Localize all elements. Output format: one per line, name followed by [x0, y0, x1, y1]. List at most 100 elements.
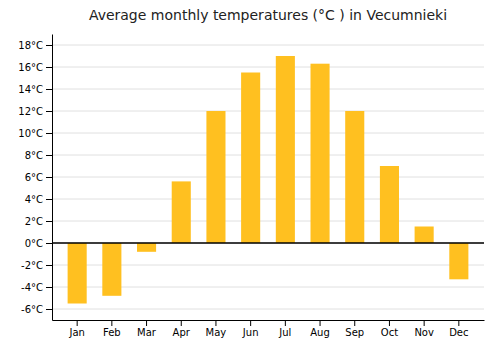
- y-tick-label: 8°C: [25, 150, 43, 161]
- title: Average monthly temperatures (°C ) in Ve…: [89, 7, 447, 23]
- y-tick-mark: [46, 221, 52, 222]
- bar: [345, 111, 364, 243]
- y-tick: 18°C: [18, 40, 52, 51]
- y-tick-mark: [46, 199, 52, 200]
- y-tick-mark: [46, 45, 52, 46]
- y-tick-mark: [46, 243, 52, 244]
- x-tick-label: Nov: [414, 327, 434, 338]
- y-tick-mark: [46, 111, 52, 112]
- x-tick: Aug: [310, 320, 330, 338]
- x-tick: Sep: [345, 320, 364, 338]
- y-tick: 10°C: [18, 128, 52, 139]
- grid-line: [52, 133, 484, 134]
- y-tick: -2°C: [21, 260, 52, 271]
- x-tick-label: Aug: [310, 327, 330, 338]
- y-tick-mark: [46, 287, 52, 288]
- x-axis: Jan Feb Mar Apr May Jun Jul Aug Sep Oct Nov Dec: [53, 320, 485, 338]
- x-tick: Apr: [173, 320, 191, 338]
- y-tick-label: -6°C: [21, 304, 43, 315]
- x-tick-label: Sep: [345, 327, 364, 338]
- x-tick-mark: [285, 320, 286, 326]
- grid-line: [52, 177, 484, 178]
- grid-line: [52, 155, 484, 156]
- x-tick-label: Apr: [173, 327, 191, 338]
- y-axis-line: [52, 35, 53, 321]
- x-tick-mark: [320, 320, 321, 326]
- zero-line: [52, 242, 484, 244]
- chart-container: -6°C -4°C -2°C 0°C 2°C 4°C 6°C 8°C 10°C 12°C 14°C 1…: [0, 0, 500, 350]
- y-tick: -6°C: [21, 304, 52, 315]
- y-tick-mark: [46, 309, 52, 310]
- y-tick-label: -2°C: [21, 260, 43, 271]
- x-tick: Dec: [449, 320, 468, 338]
- x-axis-line: [53, 320, 485, 321]
- y-tick: 2°C: [25, 216, 52, 227]
- x-tick: Oct: [381, 320, 398, 338]
- y-tick-label: 12°C: [18, 106, 43, 117]
- x-tick-label: Jan: [68, 327, 84, 338]
- grid-line: [52, 89, 484, 90]
- x-tick: May: [206, 320, 227, 338]
- x-tick: Feb: [103, 320, 121, 338]
- y-tick-mark: [46, 177, 52, 178]
- bar: [137, 243, 156, 252]
- x-tick-label: Mar: [137, 327, 157, 338]
- x-tick-mark: [146, 320, 147, 326]
- y-tick: 6°C: [25, 172, 52, 183]
- x-tick-label: Jun: [242, 327, 259, 338]
- grid-line: [52, 199, 484, 200]
- y-tick-mark: [46, 265, 52, 266]
- y-tick: 12°C: [18, 106, 52, 117]
- grid-line: [52, 221, 484, 222]
- x-tick-label: Jul: [278, 327, 291, 338]
- x-tick-label: May: [206, 327, 227, 338]
- y-tick-mark: [46, 155, 52, 156]
- y-tick-label: 4°C: [25, 194, 43, 205]
- bar: [68, 243, 87, 304]
- x-tick-mark: [389, 320, 390, 326]
- bar: [415, 227, 434, 244]
- y-tick: 4°C: [25, 194, 52, 205]
- grid-line: [52, 67, 484, 68]
- plot-area: -6°C -4°C -2°C 0°C 2°C 4°C 6°C 8°C 10°C 12°C 14°C 1…: [18, 35, 484, 339]
- x-tick-label: Feb: [103, 327, 121, 338]
- bar: [449, 243, 468, 279]
- x-tick-mark: [458, 320, 459, 326]
- bar: [102, 243, 121, 296]
- grid-line: [52, 45, 484, 46]
- grid: [52, 45, 484, 309]
- y-tick-label: -4°C: [21, 282, 43, 293]
- bars: [52, 56, 484, 304]
- y-tick-mark: [46, 67, 52, 68]
- x-tick: Jun: [242, 320, 259, 338]
- x-tick-mark: [111, 320, 112, 326]
- y-tick-mark: [46, 89, 52, 90]
- grid-line: [52, 309, 484, 310]
- bar: [241, 73, 260, 244]
- y-tick-label: 16°C: [18, 62, 43, 73]
- y-axis: -6°C -4°C -2°C 0°C 2°C 4°C 6°C 8°C 10°C 12°C 14°C 1…: [18, 35, 52, 321]
- y-tick-label: 14°C: [18, 84, 43, 95]
- x-tick-mark: [77, 320, 78, 326]
- y-tick-label: 2°C: [25, 216, 43, 227]
- y-tick-label: 0°C: [25, 238, 43, 249]
- y-tick: 8°C: [25, 150, 52, 161]
- x-tick-mark: [215, 320, 216, 326]
- y-tick: 14°C: [18, 84, 52, 95]
- y-tick: 0°C: [25, 238, 52, 249]
- x-tick-mark: [354, 320, 355, 326]
- x-tick-label: Dec: [449, 327, 468, 338]
- chart-svg: -6°C -4°C -2°C 0°C 2°C 4°C 6°C 8°C 10°C 12°C 14°C 1…: [0, 0, 500, 350]
- y-tick-label: 10°C: [18, 128, 43, 139]
- x-tick-label: Oct: [381, 327, 398, 338]
- x-tick: Mar: [137, 320, 157, 338]
- bar: [172, 181, 191, 243]
- bar: [276, 56, 295, 243]
- x-tick-mark: [250, 320, 251, 326]
- x-tick: Jan: [68, 320, 84, 338]
- x-tick-mark: [424, 320, 425, 326]
- x-tick: Nov: [414, 320, 434, 338]
- grid-line: [52, 111, 484, 112]
- grid-line: [52, 243, 484, 244]
- y-tick: -4°C: [21, 282, 52, 293]
